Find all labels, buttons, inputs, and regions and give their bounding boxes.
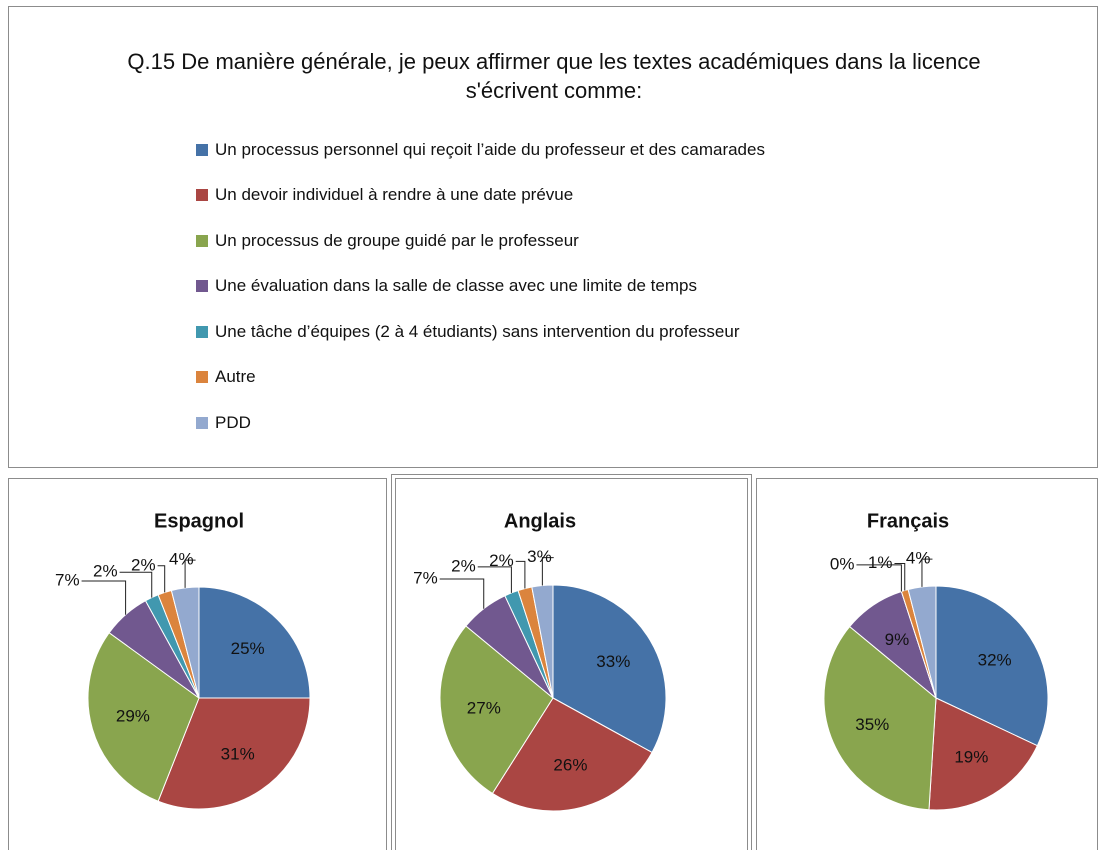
data-label: 7% — [55, 570, 80, 589]
header-panel: Q.15 De manière générale, je peux affirm… — [8, 6, 1098, 468]
legend-label: Une tâche d’équipes (2 à 4 étudiants) sa… — [215, 321, 740, 341]
leader-line — [184, 559, 196, 588]
data-label: 2% — [131, 555, 156, 574]
panel — [8, 478, 387, 850]
legend-swatch — [196, 416, 208, 429]
data-label: 2% — [93, 562, 118, 581]
legend-item: Une tâche d’équipes (2 à 4 étudiants) sa… — [196, 309, 765, 355]
leader-line — [157, 565, 166, 593]
leader-line — [856, 564, 902, 592]
data-label: 2% — [489, 551, 514, 570]
data-label: 31% — [221, 744, 255, 763]
leader-line — [921, 558, 933, 587]
pie-title: Espagnol — [154, 510, 244, 532]
legend-label: Autre — [215, 367, 256, 387]
data-label: 32% — [978, 650, 1012, 669]
data-label: 9% — [885, 630, 910, 649]
legend-item: Une évaluation dans la salle de classe a… — [196, 264, 765, 310]
legend-item: Autre — [196, 355, 765, 401]
legend-label: PDD — [215, 412, 251, 432]
pie-slice — [87, 632, 200, 802]
legend-swatch — [196, 143, 208, 156]
pie-slice — [439, 625, 554, 795]
data-label: 29% — [116, 707, 150, 726]
pie-slice — [907, 585, 937, 699]
data-label: 26% — [553, 755, 587, 774]
panel — [391, 474, 752, 850]
legend-swatch — [196, 325, 208, 338]
data-label: 1% — [868, 553, 893, 572]
panel — [756, 478, 1098, 850]
data-label: 27% — [467, 698, 501, 717]
pie-slice — [198, 586, 311, 699]
data-label: 35% — [855, 715, 889, 734]
legend-item: Un devoir individuel à rendre à une date… — [196, 173, 765, 219]
legend-swatch — [196, 371, 208, 384]
legend-item: PDD — [196, 400, 765, 446]
pie-title: Anglais — [504, 510, 576, 532]
pie-slice — [928, 697, 1039, 811]
leader-line — [541, 557, 554, 586]
leader-line — [81, 580, 127, 615]
legend-label: Un processus de groupe guidé par le prof… — [215, 230, 579, 250]
data-label: 7% — [413, 568, 438, 587]
data-label: 2% — [451, 556, 476, 575]
legend-item: Un processus personnel qui reçoit l’aide… — [196, 127, 765, 173]
pie-slice — [491, 697, 653, 812]
chart-title: Q.15 De manière générale, je peux affirm… — [127, 49, 981, 103]
pie-slice — [531, 584, 554, 699]
legend-label: Un processus personnel qui reçoit l’aide… — [215, 139, 765, 159]
legend-label: Un devoir individuel à rendre à une date… — [215, 185, 574, 205]
data-label: 0% — [830, 554, 855, 573]
leader-line — [439, 578, 485, 609]
data-label: 4% — [906, 549, 931, 568]
legend-label: Une évaluation dans la salle de classe a… — [215, 276, 697, 296]
legend-swatch — [196, 280, 208, 293]
leader-line — [477, 566, 512, 593]
pie-title: Français — [867, 510, 949, 532]
leader-line — [894, 563, 906, 591]
legend-item: Un processus de groupe guidé par le prof… — [196, 218, 765, 264]
data-label: 3% — [527, 547, 552, 566]
data-label: 25% — [231, 639, 265, 658]
leader-line — [515, 560, 526, 589]
pie-slice — [935, 585, 1049, 747]
legend-swatch — [196, 189, 208, 202]
data-label: 19% — [954, 747, 988, 766]
legend: Un processus personnel qui reçoit l’aide… — [196, 127, 765, 446]
leader-line — [119, 571, 153, 598]
panel — [395, 478, 748, 850]
legend-swatch — [196, 234, 208, 247]
pie-slice — [157, 697, 311, 810]
data-label: 4% — [169, 550, 194, 569]
pie-slice — [552, 584, 667, 754]
data-label: 33% — [596, 652, 630, 671]
pie-slice — [823, 625, 937, 811]
